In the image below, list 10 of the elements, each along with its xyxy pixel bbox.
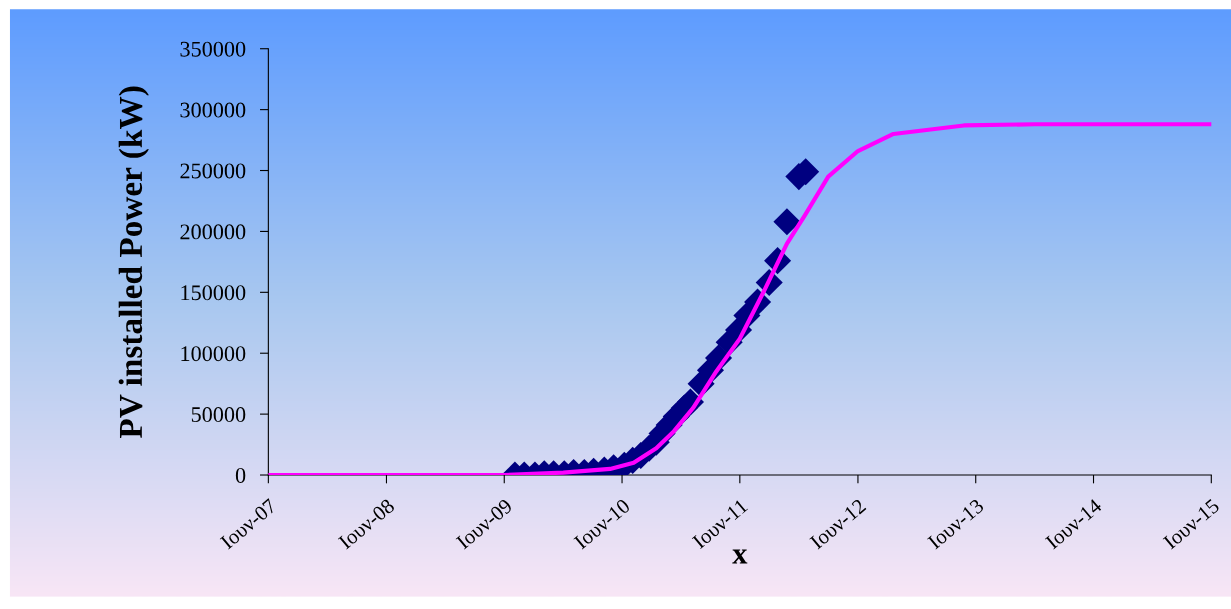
y-tick-label: 100000 [181, 346, 246, 362]
y-tick-label: 300000 [180, 102, 246, 118]
y-tick-label: 350000 [180, 41, 246, 57]
x-axis-title: x [732, 549, 748, 564]
y-tick-label: 0 [235, 467, 246, 483]
y-tick-label: 200000 [180, 224, 246, 240]
y-tick-label: 50000 [191, 407, 246, 423]
y-axis-title: PV installed Power (kW) [118, 86, 149, 439]
y-tick-label: 250000 [180, 163, 246, 179]
y-tick-label: 150000 [181, 285, 246, 301]
